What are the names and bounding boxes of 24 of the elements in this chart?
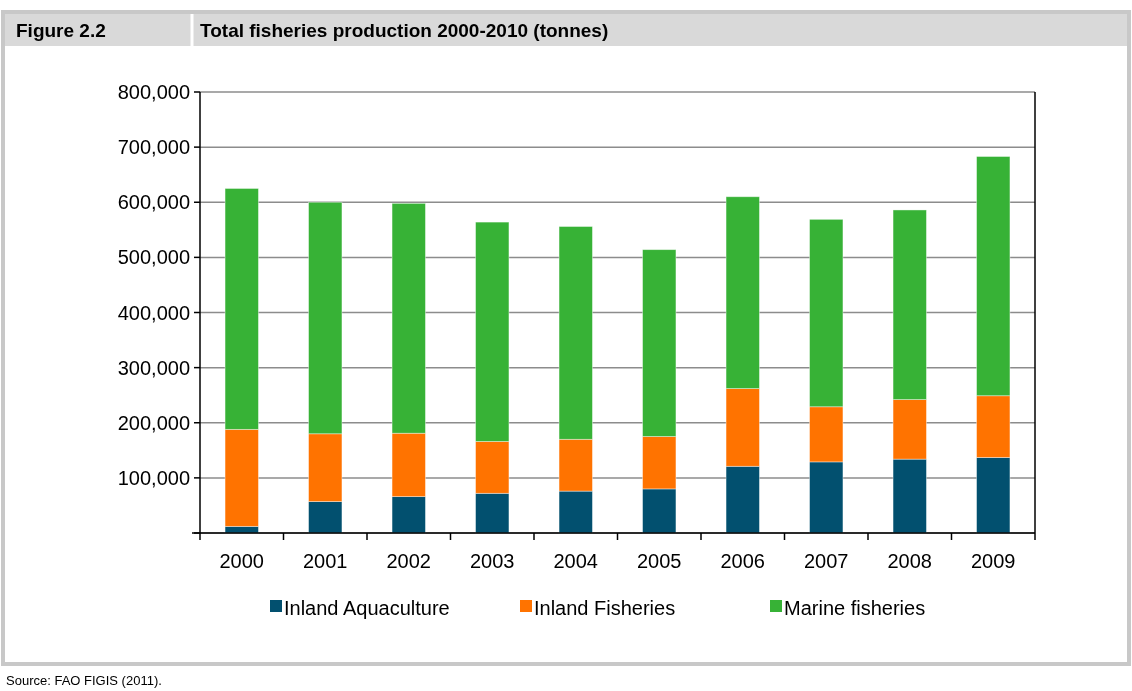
y-tick-label: 300,000 — [117, 356, 190, 379]
y-tick-label: 700,000 — [117, 136, 190, 159]
x-tick-label: 2005 — [637, 550, 682, 572]
y-tick-label: 100,000 — [117, 466, 190, 489]
source-note: Source: FAO FIGIS (2011). — [6, 673, 162, 688]
x-tick-label: 2000 — [219, 550, 264, 572]
y-tick-label: 800,000 — [117, 81, 190, 103]
x-tick-label: 2001 — [303, 550, 348, 572]
x-tick-label: 2008 — [887, 550, 932, 572]
legend-label: Inland Fisheries — [534, 597, 676, 619]
x-tick-label: 2004 — [553, 550, 598, 572]
x-tick-label: 2007 — [804, 550, 849, 572]
x-tick-label: 2006 — [720, 550, 765, 572]
y-tick-label: 500,000 — [117, 246, 190, 269]
chart-title: Total fisheries production 2000-2010 (tonnes) — [200, 20, 609, 41]
caption: Figure 2.2 — [16, 20, 106, 41]
legend-label: Inland Aquaculture — [284, 597, 450, 619]
x-tick-label: 2009 — [971, 550, 1016, 572]
y-tick-label: 600,000 — [117, 191, 190, 214]
legend-label: Marine fisheries — [784, 597, 926, 619]
x-tick-label: 2003 — [470, 550, 515, 572]
y-tick-label: 400,000 — [117, 301, 190, 324]
y-tick-label: 200,000 — [117, 411, 190, 434]
x-tick-label: 2002 — [386, 550, 431, 572]
